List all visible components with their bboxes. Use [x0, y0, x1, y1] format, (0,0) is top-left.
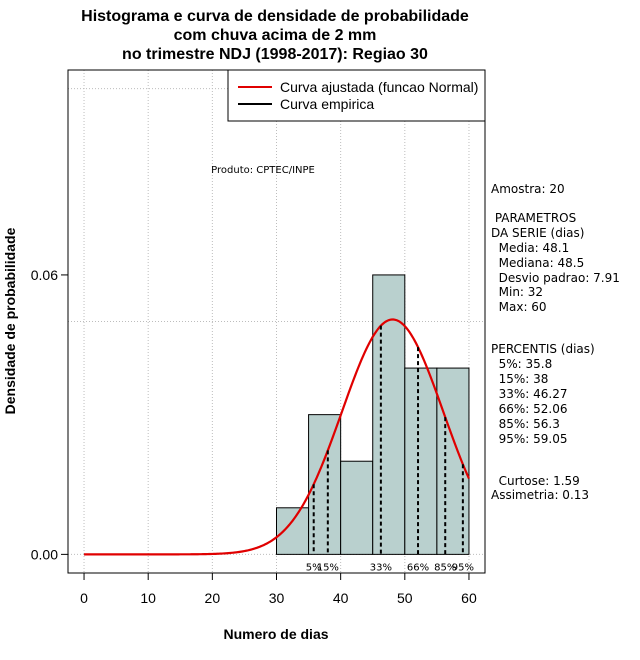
x-tick-label: 0 [80, 590, 88, 606]
histogram-bar [436, 367, 470, 555]
x-tick-label: 50 [397, 590, 413, 606]
percentil-85: 85%: 56.3 [491, 417, 560, 431]
chart-title: Histograma e curva de densidade de proba… [81, 8, 469, 63]
x-tick-label: 10 [140, 590, 156, 606]
x-tick-label: 40 [333, 590, 349, 606]
percentis-heading: PERCENTIS (dias) [491, 342, 595, 356]
percentil-33: 33%: 46.27 [491, 387, 568, 401]
percentile-lines: 5%15% 33% 66% 85%95% [306, 325, 474, 573]
y-axis: 0.00 0.06 [31, 267, 69, 562]
y-axis-label: Densidade de probabilidade [2, 227, 18, 414]
percentile-label: 95% [452, 562, 474, 573]
normal-curve-line [84, 318, 470, 556]
histogram-bar [340, 460, 374, 555]
percentil-5: 5%: 35.8 [491, 357, 552, 371]
param-max: Max: 60 [491, 300, 547, 314]
percentile-label: 85% [434, 562, 456, 573]
percentile-label: 5% [306, 562, 322, 573]
histogram-bar [276, 507, 310, 555]
stat-curtose: Curtose: 1.59 [491, 474, 580, 488]
title-line-3: no trimestre NDJ (1998-2017): Regiao 30 [122, 46, 428, 63]
params-heading-2: DA SERIE (dias) [491, 226, 584, 240]
normal-curve [84, 318, 470, 556]
params-heading-1: PARAMETROS [491, 211, 576, 225]
stat-assimetria: Assimetria: 0.13 [491, 488, 589, 502]
param-media: Media: 48.1 [491, 241, 569, 255]
x-axis-label: Numero de dias [223, 626, 328, 642]
title-line-2: com chuva acima de 2 mm [174, 27, 377, 44]
legend: Curva ajustada (funcao Normal) Curva emp… [227, 69, 486, 122]
stats-panel: Amostra: 20 PARAMETROS DA SERIE (dias) M… [491, 182, 620, 502]
param-min: Min: 32 [491, 285, 543, 299]
stat-sample: Amostra: 20 [491, 182, 565, 196]
percentil-95: 95%: 59.05 [491, 432, 568, 446]
legend-label-empirical: Curva empirica [280, 96, 374, 112]
legend-label-fitted: Curva ajustada (funcao Normal) [280, 79, 478, 95]
x-tick-label: 60 [461, 590, 477, 606]
histogram-bars [276, 274, 470, 555]
legend-box [227, 69, 486, 122]
percentile-label: 66% [407, 562, 429, 573]
x-axis: 0 10 20 30 40 50 60 [80, 572, 477, 606]
histogram-bar [404, 367, 438, 555]
percentile-label: 33% [370, 562, 392, 573]
percentil-15: 15%: 38 [491, 372, 548, 386]
y-tick-label: 0.00 [31, 546, 58, 562]
product-note: Produto: CPTEC/INPE [211, 165, 315, 176]
percentile-label: 15% [317, 562, 339, 573]
x-tick-label: 30 [269, 590, 285, 606]
y-tick-label: 0.06 [31, 267, 58, 283]
histogram-bar [372, 274, 406, 555]
title-line-1: Histograma e curva de densidade de proba… [81, 8, 469, 25]
x-tick-label: 20 [205, 590, 221, 606]
percentil-66: 66%: 52.06 [491, 402, 568, 416]
param-desvio: Desvio padrao: 7.91 [491, 271, 620, 285]
param-mediana: Mediana: 48.5 [491, 256, 584, 270]
